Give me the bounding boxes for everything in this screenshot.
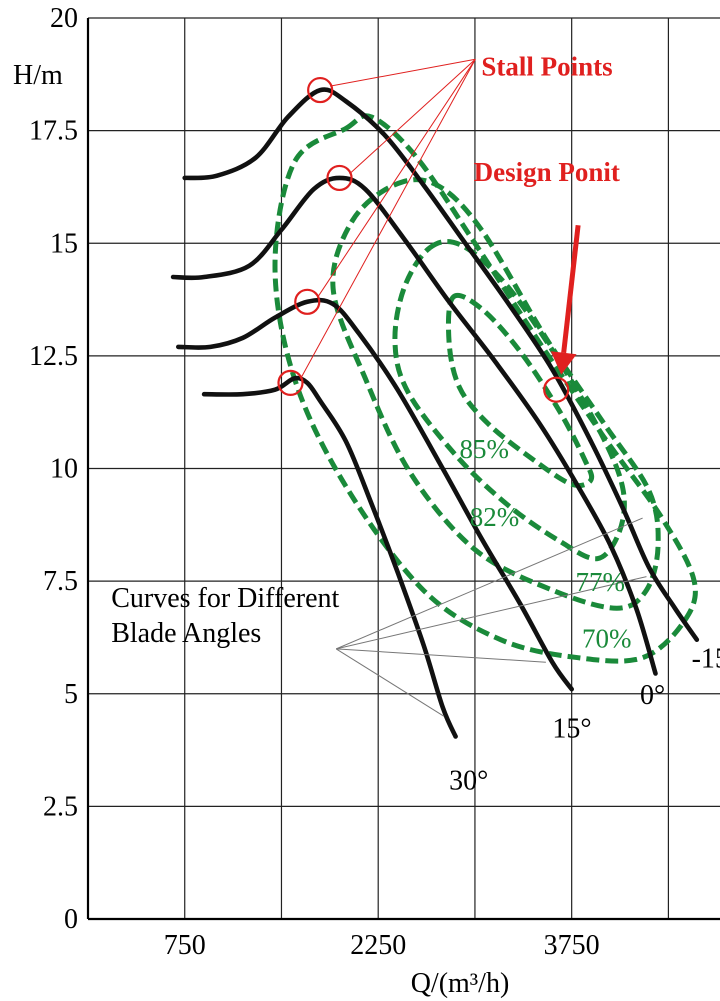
design-point-marker xyxy=(543,376,570,403)
efficiency-contours xyxy=(272,113,698,664)
stall-pointer-line xyxy=(330,58,476,87)
note-pointer-line xyxy=(336,576,647,650)
point-markers xyxy=(277,76,570,403)
note-pointer-line xyxy=(336,648,546,663)
efficiency-contour-85pct xyxy=(445,292,595,489)
y-tick-label: 7.5 xyxy=(43,566,78,597)
design-point-arrow-shaft xyxy=(561,224,581,354)
curves-note-line: Curves for Different xyxy=(111,583,339,614)
stall-point-marker xyxy=(326,164,353,192)
blade-angle-curves xyxy=(170,87,700,739)
y-tick-label: 0 xyxy=(64,904,78,935)
y-tick-label: 17.5 xyxy=(29,116,78,147)
x-tick-label: 3750 xyxy=(544,930,600,961)
efficiency-contour-77pct xyxy=(330,177,661,611)
efficiency-label: 82% xyxy=(470,502,520,532)
curve-line-4 xyxy=(201,375,458,739)
grid xyxy=(88,17,720,919)
stall-pointer-line xyxy=(300,59,476,380)
y-tick-label: 2.5 xyxy=(43,791,78,822)
x-tick-label: 750 xyxy=(164,930,206,961)
curve-label: 15° xyxy=(552,714,591,745)
y-tick-label: 5 xyxy=(64,679,78,710)
axes: 0 2.5 5 7.5 10 12.5 15 17.5 20 750 2250 3750 H/m Q/(m… xyxy=(13,3,720,999)
stall-point-marker xyxy=(294,288,321,315)
y-tick-label: 20 xyxy=(50,3,78,34)
y-axis-title: H/m xyxy=(13,60,63,91)
design-point-arrow-head xyxy=(550,351,577,375)
note-pointer-line xyxy=(336,517,643,650)
y-tick-label: 10 xyxy=(50,454,78,485)
curve-line-3 xyxy=(176,297,574,692)
curve-line-2 xyxy=(170,175,658,676)
x-tick-label: 2250 xyxy=(350,930,406,961)
stall-pointer-line xyxy=(349,58,476,175)
curve-label: 0° xyxy=(640,680,665,711)
stall-point-marker xyxy=(277,369,304,397)
curve-label: 30° xyxy=(449,765,488,796)
chart-labels: -15° 0° 15° 30° 85% 82% 77% 70% Stall Points Desi… xyxy=(111,51,720,796)
curve-line-1 xyxy=(182,87,700,642)
curves-note-line: Blade Angles xyxy=(111,618,261,649)
stall-pointer-line xyxy=(316,59,476,299)
stall-points-label: Stall Points xyxy=(481,51,612,81)
design-point-label: Design Ponit xyxy=(474,157,620,187)
y-tick-label: 15 xyxy=(50,228,78,259)
efficiency-label: 70% xyxy=(582,623,632,653)
note-pointer-line xyxy=(335,648,445,717)
y-tick-label: 12.5 xyxy=(29,341,78,372)
efficiency-label: 77% xyxy=(576,567,626,597)
efficiency-contour-82pct xyxy=(392,239,627,562)
curve-label: -15° xyxy=(692,644,720,675)
efficiency-contour-70pct xyxy=(272,113,698,664)
stall-point-marker xyxy=(307,76,334,104)
annotation-pointer-lines xyxy=(300,58,647,717)
efficiency-label: 85% xyxy=(459,434,509,464)
x-axis-title: Q/(m³/h) xyxy=(411,968,510,999)
